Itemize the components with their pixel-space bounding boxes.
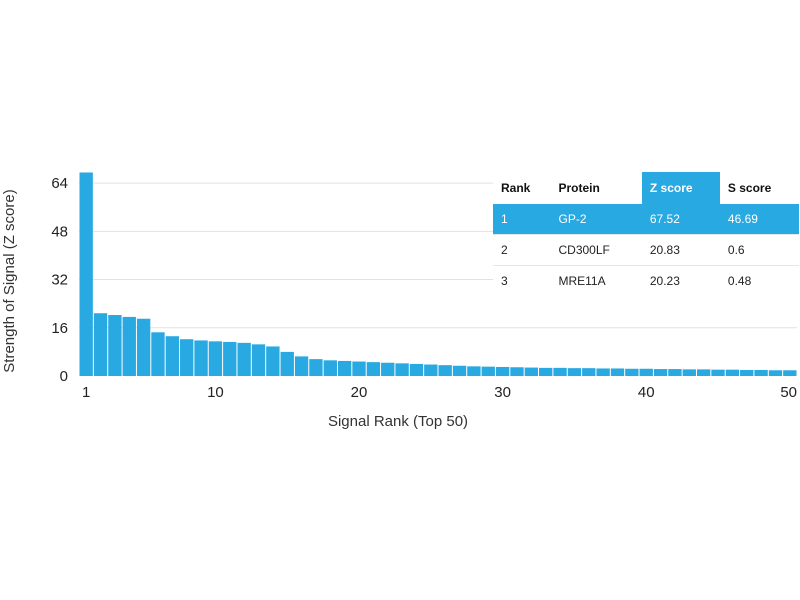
bar-rank-18	[323, 360, 337, 376]
bar-rank-40	[639, 368, 653, 376]
cell-protein: MRE11A	[550, 265, 642, 296]
bar-rank-3	[108, 315, 122, 376]
bars	[79, 172, 797, 376]
x-tick-label: 10	[207, 384, 224, 401]
bar-rank-13	[251, 344, 266, 376]
bar-rank-1	[79, 172, 93, 376]
bar-rank-29	[481, 366, 495, 376]
bar-rank-34	[553, 367, 567, 376]
bar-rank-45	[711, 369, 725, 376]
bar-rank-39	[625, 368, 639, 376]
header-protein: Protein	[558, 181, 600, 195]
bar-rank-50	[783, 370, 797, 376]
bar-rank-43	[682, 369, 696, 376]
cell-s-score: 0.6	[719, 234, 799, 266]
bar-rank-26	[438, 365, 452, 376]
header-z-score: Z score	[641, 172, 720, 204]
score-table: Rank Protein Z score S score 1 GP-2 67.5…	[493, 172, 799, 296]
bar-rank-25	[424, 364, 438, 376]
cell-z-score: 67.52	[641, 204, 720, 235]
x-tick-label: 50	[780, 384, 797, 401]
cell-z-score: 20.23	[641, 265, 720, 296]
bar-rank-41	[653, 369, 668, 376]
bar-rank-44	[696, 369, 711, 376]
y-axis-title: Strength of Signal (Z score)	[1, 189, 18, 372]
bar-rank-24	[409, 363, 424, 376]
bar-rank-15	[280, 351, 294, 376]
bar-rank-49	[768, 370, 783, 376]
x-tick-label: 30	[494, 384, 511, 401]
y-axis-ticks: 0 16 32 48 64	[51, 175, 68, 385]
y-tick-label: 32	[51, 272, 68, 289]
bar-rank-47	[740, 369, 754, 376]
y-tick-label: 64	[51, 175, 68, 192]
cell-rank: 1	[493, 204, 551, 235]
bar-rank-37	[596, 368, 610, 376]
bar-rank-19	[337, 360, 352, 376]
bar-rank-46	[725, 369, 740, 376]
cell-s-score: 46.69	[719, 204, 799, 235]
header-s-score: S score	[727, 181, 772, 195]
bar-rank-38	[610, 368, 625, 376]
bar-rank-14	[266, 346, 280, 376]
bar-rank-10	[208, 341, 223, 376]
cell-rank: 2	[493, 234, 551, 266]
x-tick-label: 40	[638, 384, 655, 401]
bar-rank-8	[180, 339, 194, 376]
bar-rank-7	[165, 336, 180, 376]
y-tick-label: 48	[51, 223, 68, 240]
bar-rank-6	[151, 332, 165, 376]
bar-rank-4	[122, 316, 136, 376]
bar-rank-16	[294, 356, 309, 376]
bar-rank-11	[223, 341, 237, 376]
bar-rank-17	[309, 359, 323, 376]
bar-rank-30	[495, 366, 510, 376]
bar-rank-33	[539, 367, 553, 376]
bar-rank-32	[524, 367, 539, 376]
bar-rank-42	[668, 369, 682, 376]
bar-rank-20	[352, 361, 366, 376]
header-rank: Rank	[501, 181, 531, 195]
cell-protein: GP-2	[550, 204, 642, 235]
cell-protein: CD300LF	[550, 234, 642, 266]
bar-rank-31	[510, 367, 524, 376]
bar-rank-48	[754, 369, 768, 376]
table-row: 1 GP-2 67.52 46.69	[493, 204, 799, 235]
bar-rank-36	[582, 368, 596, 376]
bar-rank-21	[366, 362, 381, 376]
bar-rank-28	[467, 366, 481, 376]
table-header-row: Rank Protein Z score S score	[493, 172, 799, 204]
table-row: 2 CD300LF 20.83 0.6	[493, 234, 799, 266]
y-tick-label: 16	[51, 320, 68, 337]
bar-rank-23	[395, 363, 409, 376]
x-axis-ticks: 1 10 20 30 40 50	[82, 384, 797, 401]
table-row: 3 MRE11A 20.23 0.48	[493, 265, 799, 296]
y-tick-label: 0	[60, 368, 68, 385]
bar-rank-35	[567, 368, 582, 376]
cell-s-score: 0.48	[719, 265, 799, 296]
bar-rank-9	[194, 340, 208, 376]
bar-rank-27	[452, 365, 467, 376]
x-tick-label: 20	[351, 384, 368, 401]
bar-rank-22	[381, 362, 395, 376]
cell-z-score: 20.83	[641, 234, 720, 266]
bar-rank-2	[93, 313, 108, 376]
cell-rank: 3	[493, 265, 551, 296]
x-axis-title: Signal Rank (Top 50)	[328, 413, 468, 430]
x-tick-label: 1	[82, 384, 90, 401]
bar-rank-12	[237, 342, 251, 376]
bar-rank-5	[136, 318, 151, 376]
